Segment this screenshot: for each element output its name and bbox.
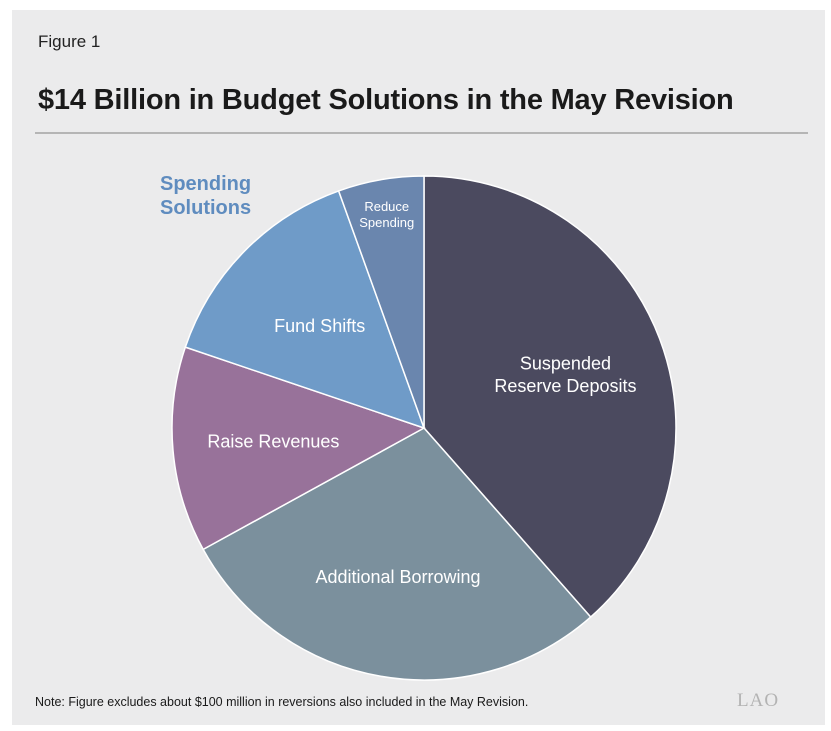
pie-slice-raise-revenues	[171, 346, 426, 551]
spending-solutions-label: Spending Solutions	[160, 173, 252, 219]
slice-label-reduce-spending: Reduce Spending	[359, 199, 414, 230]
footnote: Note: Figure excludes about $100 million…	[35, 695, 529, 709]
title-divider	[35, 132, 808, 134]
slice-label-additional-borrowing: Additional Borrowing	[315, 567, 480, 587]
slice-label-suspended-reserve-deposits: Suspended Reserve Deposits	[494, 354, 636, 397]
pie-slice-additional-borrowing	[202, 427, 592, 681]
lao-logo: LAO	[737, 690, 780, 711]
pie-slice-fund-shifts	[184, 189, 426, 430]
pie-slice-suspended-reserve-deposits	[423, 175, 677, 619]
pie-slice-reduce-spending	[337, 175, 425, 429]
slice-label-raise-revenues: Raise Revenues	[207, 432, 339, 452]
figure-label: Figure 1	[38, 32, 101, 51]
slice-label-fund-shifts: Fund Shifts	[274, 316, 365, 336]
chart-title: $14 Billion in Budget Solutions in the M…	[38, 84, 734, 116]
